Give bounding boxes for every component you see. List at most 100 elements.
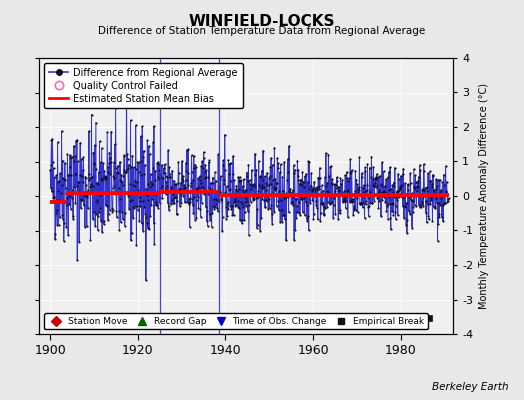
Point [145,151,154,157]
Point [68,195,77,202]
Point [276,161,285,168]
Point [221,167,230,173]
Point [406,170,414,177]
Point [138,123,146,129]
Point [204,173,213,180]
Point [61,160,69,166]
Point [288,202,297,208]
Point [173,189,182,195]
Point [176,186,184,192]
Point [226,186,234,192]
Point [137,172,145,179]
Point [137,220,146,226]
Point [307,182,315,189]
Point [271,180,280,186]
Point [419,194,428,200]
Point [278,174,287,180]
Point [433,200,441,206]
Point [60,176,69,182]
Point [128,152,137,159]
Point [377,213,385,219]
Point [161,184,169,191]
Point [234,174,243,180]
Point [239,183,247,189]
Point [303,179,312,185]
Point [169,191,178,197]
Point [206,217,214,223]
Point [420,187,429,194]
Point [362,187,370,194]
Point [73,257,81,263]
Point [143,191,151,198]
Point [167,201,175,208]
Point [334,216,343,222]
Point [123,151,132,157]
Point [281,216,289,222]
Point [403,182,412,188]
Point [329,202,337,208]
Point [53,139,62,145]
Point [218,228,226,234]
Point [230,212,238,218]
Point [159,188,167,195]
Point [172,211,181,218]
Point [96,159,105,166]
Point [329,214,337,221]
Point [264,193,272,200]
Point [223,198,232,205]
Point [328,181,336,187]
Point [147,202,156,208]
Point [396,184,404,190]
Point [236,178,245,184]
Point [68,187,77,193]
Point [311,190,320,196]
Point [119,216,127,222]
Point [407,196,415,203]
Point [228,212,237,218]
Point [206,187,215,194]
Point [188,168,196,175]
Point [393,196,401,203]
Point [257,214,266,221]
Point [237,201,246,208]
Point [389,212,398,218]
Point [191,162,199,168]
Point [244,162,253,168]
Point [343,169,351,175]
Point [157,182,166,189]
Point [405,194,413,200]
Point [85,128,93,134]
Point [243,198,251,204]
Point [89,183,97,190]
Point [170,195,178,202]
Point [209,203,217,210]
Point [406,211,414,217]
Point [117,208,126,215]
Point [137,133,145,140]
Point [66,164,74,170]
Point [420,167,428,174]
Point [94,213,103,219]
Point [123,167,131,173]
Point [58,182,66,188]
Point [166,174,174,180]
Point [405,193,413,200]
Point [46,166,54,173]
Point [178,187,187,194]
Point [183,199,191,206]
Point [401,203,410,209]
Point [331,181,339,188]
Point [287,199,296,206]
Point [270,186,279,192]
Point [113,169,121,176]
Point [379,188,387,195]
Point [198,158,206,164]
Point [307,190,315,197]
Point [161,161,169,168]
Point [372,176,380,182]
Point [121,210,129,217]
Point [83,194,91,200]
Point [247,167,256,173]
Point [117,178,125,185]
Point [147,178,155,185]
